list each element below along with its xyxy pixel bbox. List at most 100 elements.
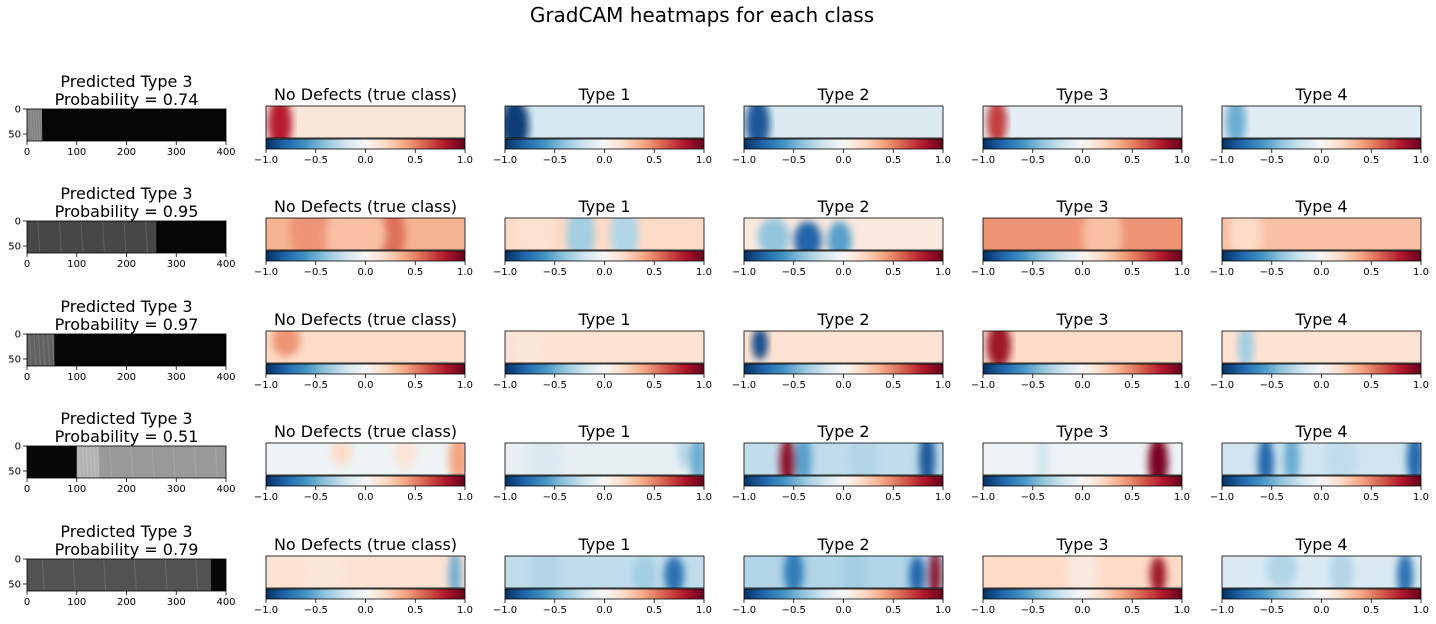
colorbar <box>982 588 1183 600</box>
colorbar-tick-label: 0.0 <box>1075 267 1091 278</box>
class-title: Type 3 <box>1055 197 1108 216</box>
colorbar <box>504 138 705 150</box>
heatmap-blob <box>289 218 330 250</box>
colorbar-tick-label: −1.0 <box>1210 605 1234 616</box>
image-texture <box>85 446 89 478</box>
colorbar-tick-label: 0.0 <box>1314 155 1330 166</box>
x-tick-label: 100 <box>67 372 86 383</box>
heatmap-blob <box>514 218 555 250</box>
class-title: No Defects (true class) <box>274 197 457 216</box>
colorbar <box>265 475 466 487</box>
colorbar-tick-label: 1.0 <box>696 605 712 616</box>
heatmap-panel: Type 2 −1.0 −0.5 0.0 0.5 1.0 <box>732 422 951 503</box>
colorbar-tick-label: 0.5 <box>1124 267 1140 278</box>
image-region <box>76 446 100 478</box>
image-region <box>27 109 43 141</box>
heatmap-frame <box>504 105 705 139</box>
colorbar <box>504 588 705 600</box>
colorbar-tick-label: 0.5 <box>885 267 901 278</box>
heatmap-blob <box>516 331 541 363</box>
colorbar-tick-label: −1.0 <box>1210 155 1234 166</box>
image-texture <box>42 334 46 366</box>
colorbar-tick-label: 1.0 <box>1413 155 1429 166</box>
colorbar <box>982 475 1183 487</box>
colorbar-tick-label: 0.0 <box>1314 492 1330 503</box>
heatmap-panel: Type 3 −1.0 −0.5 0.0 0.5 1.0 <box>971 310 1190 391</box>
colorbar-tick-label: 1.0 <box>1413 380 1429 391</box>
colorbar <box>1221 475 1422 487</box>
image-texture <box>78 446 82 478</box>
x-tick-label: 200 <box>117 372 136 383</box>
image-texture <box>41 559 45 591</box>
class-title: Type 4 <box>1294 535 1347 554</box>
x-tick-label: 300 <box>167 259 186 270</box>
colorbar-tick-label: 1.0 <box>935 605 951 616</box>
heatmap-background <box>266 443 465 475</box>
colorbar <box>743 475 944 487</box>
heatmap-panel: Type 2 −1.0 −0.5 0.0 0.5 1.0 <box>732 85 951 166</box>
colorbar <box>265 138 466 150</box>
class-title: Type 1 <box>577 535 630 554</box>
y-tick-label: 0 <box>15 105 21 116</box>
colorbar-tick-label: 1.0 <box>696 492 712 503</box>
heatmap-background <box>1222 556 1421 588</box>
y-tick-label: 0 <box>15 217 21 228</box>
image-texture <box>37 109 41 141</box>
colorbar-tick-label: 0.5 <box>1124 155 1140 166</box>
image-region <box>27 559 212 591</box>
colorbar-tick-label: −1.0 <box>493 605 517 616</box>
image-region <box>41 109 226 141</box>
heatmap-frame <box>504 442 705 476</box>
colorbar-tick-label: 0.0 <box>358 380 374 391</box>
colorbar-tick-label: 0.5 <box>646 492 662 503</box>
class-title: Type 2 <box>816 535 869 554</box>
image-texture <box>27 109 31 141</box>
colorbar-tick-label: 1.0 <box>1174 380 1190 391</box>
heatmap-blob <box>986 331 1011 363</box>
image-texture <box>72 559 76 591</box>
colorbar-tick-label: 0.5 <box>407 267 423 278</box>
class-title: Type 2 <box>816 85 869 104</box>
colorbar-tick-label: −0.5 <box>304 267 328 278</box>
colorbar-tick-label: −0.5 <box>1021 155 1045 166</box>
colorbar-tick-label: 1.0 <box>935 492 951 503</box>
heatmap-blob <box>1329 556 1354 588</box>
colorbar-tick-label: −1.0 <box>971 155 995 166</box>
x-tick-label: 300 <box>167 597 186 608</box>
heatmap-blob <box>1036 443 1049 475</box>
colorbar-tick-label: 1.0 <box>457 155 473 166</box>
prediction-title: Predicted Type 3 <box>60 522 192 541</box>
colorbar-tick-label: −0.5 <box>1021 380 1045 391</box>
colorbar-tick-label: 0.0 <box>597 267 613 278</box>
colorbar-tick-label: −0.5 <box>543 605 567 616</box>
colorbar-tick-label: 0.5 <box>1124 492 1140 503</box>
image-texture <box>58 221 62 253</box>
heatmap-blob <box>1257 443 1274 475</box>
heatmap-blob <box>1032 218 1073 250</box>
colorbar-tick-label: −0.5 <box>304 380 328 391</box>
image-texture <box>32 109 36 141</box>
image-texture <box>214 446 219 478</box>
heatmap-panel: Type 2 −1.0 −0.5 0.0 0.5 1.0 <box>732 535 951 616</box>
heatmap-blob <box>757 218 790 250</box>
colorbar-tick-label: 1.0 <box>1413 267 1429 278</box>
colorbar-tick-label: −0.5 <box>782 492 806 503</box>
gradcam-heatmap <box>505 218 704 250</box>
colorbar-tick-label: 1.0 <box>457 380 473 391</box>
colorbar-tick-label: 0.5 <box>1124 380 1140 391</box>
colorbar-tick-label: 0.0 <box>1075 155 1091 166</box>
heatmap-blob <box>528 556 561 588</box>
image-region <box>99 446 226 478</box>
colorbar-tick-label: 0.0 <box>358 492 374 503</box>
class-title: Type 3 <box>1055 535 1108 554</box>
image-texture <box>35 109 39 141</box>
gradcam-heatmap <box>983 218 1182 250</box>
colorbar-tick-label: 0.0 <box>597 155 613 166</box>
heatmap-blob <box>1407 443 1421 475</box>
probability-title: Probability = 0.95 <box>55 202 199 221</box>
heatmap-blob <box>1325 443 1358 475</box>
x-tick-label: 300 <box>167 484 186 495</box>
x-tick-label: 400 <box>216 372 235 383</box>
heatmap-blob <box>1229 218 1262 250</box>
